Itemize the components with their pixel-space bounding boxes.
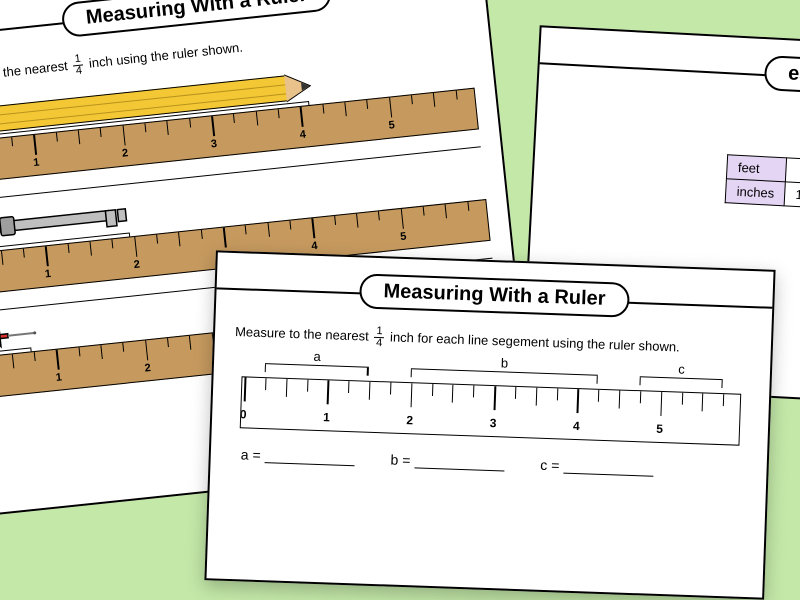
fraction: 1 4 — [72, 53, 84, 77]
table-cell[interactable]: 12 — [784, 182, 800, 208]
segment-bracket — [639, 376, 723, 387]
worksheet-title: Measuring With a Ruler — [359, 273, 630, 317]
answer-blank[interactable] — [414, 452, 505, 471]
instr-suffix: inch for each line segement using the ru… — [390, 329, 680, 354]
worksheet-ruler-segments: Measuring With a Ruler Measure to the ne… — [204, 250, 775, 599]
segment-label: a — [313, 349, 321, 364]
worksheet-title: es: Measurement — [763, 55, 800, 101]
title-band: Measuring With a Ruler — [236, 269, 753, 325]
instr-suffix: inch using the ruler shown. — [88, 40, 243, 71]
answer-b: b = — [390, 452, 504, 472]
answer-blank[interactable] — [563, 458, 654, 477]
conversion-table-wrap: feet1310inches1224 — [553, 145, 800, 214]
segment-bracket — [265, 363, 369, 375]
fraction-denominator: 4 — [374, 338, 385, 349]
table-row-header: feet — [727, 155, 787, 182]
answer-a: a = — [241, 446, 355, 466]
title-band: es: Measurement — [559, 44, 800, 102]
instr-prefix: Measure to the nearest — [235, 324, 369, 344]
answers-row: a = b = c = — [241, 446, 737, 479]
segment-label: c — [678, 362, 685, 377]
answer-c: c = — [540, 457, 654, 477]
segment-label: b — [501, 355, 509, 370]
fraction-denominator: 4 — [73, 65, 84, 77]
table-cell[interactable]: 1 — [785, 158, 800, 184]
fraction: 1 4 — [374, 326, 385, 349]
instr-prefix: Measure to the nearest — [0, 58, 68, 87]
title-rule-line — [540, 62, 800, 86]
table-row-header: inches — [726, 179, 786, 206]
answer-blank[interactable] — [264, 447, 355, 466]
conversion-table: feet1310inches1224 — [725, 154, 800, 214]
